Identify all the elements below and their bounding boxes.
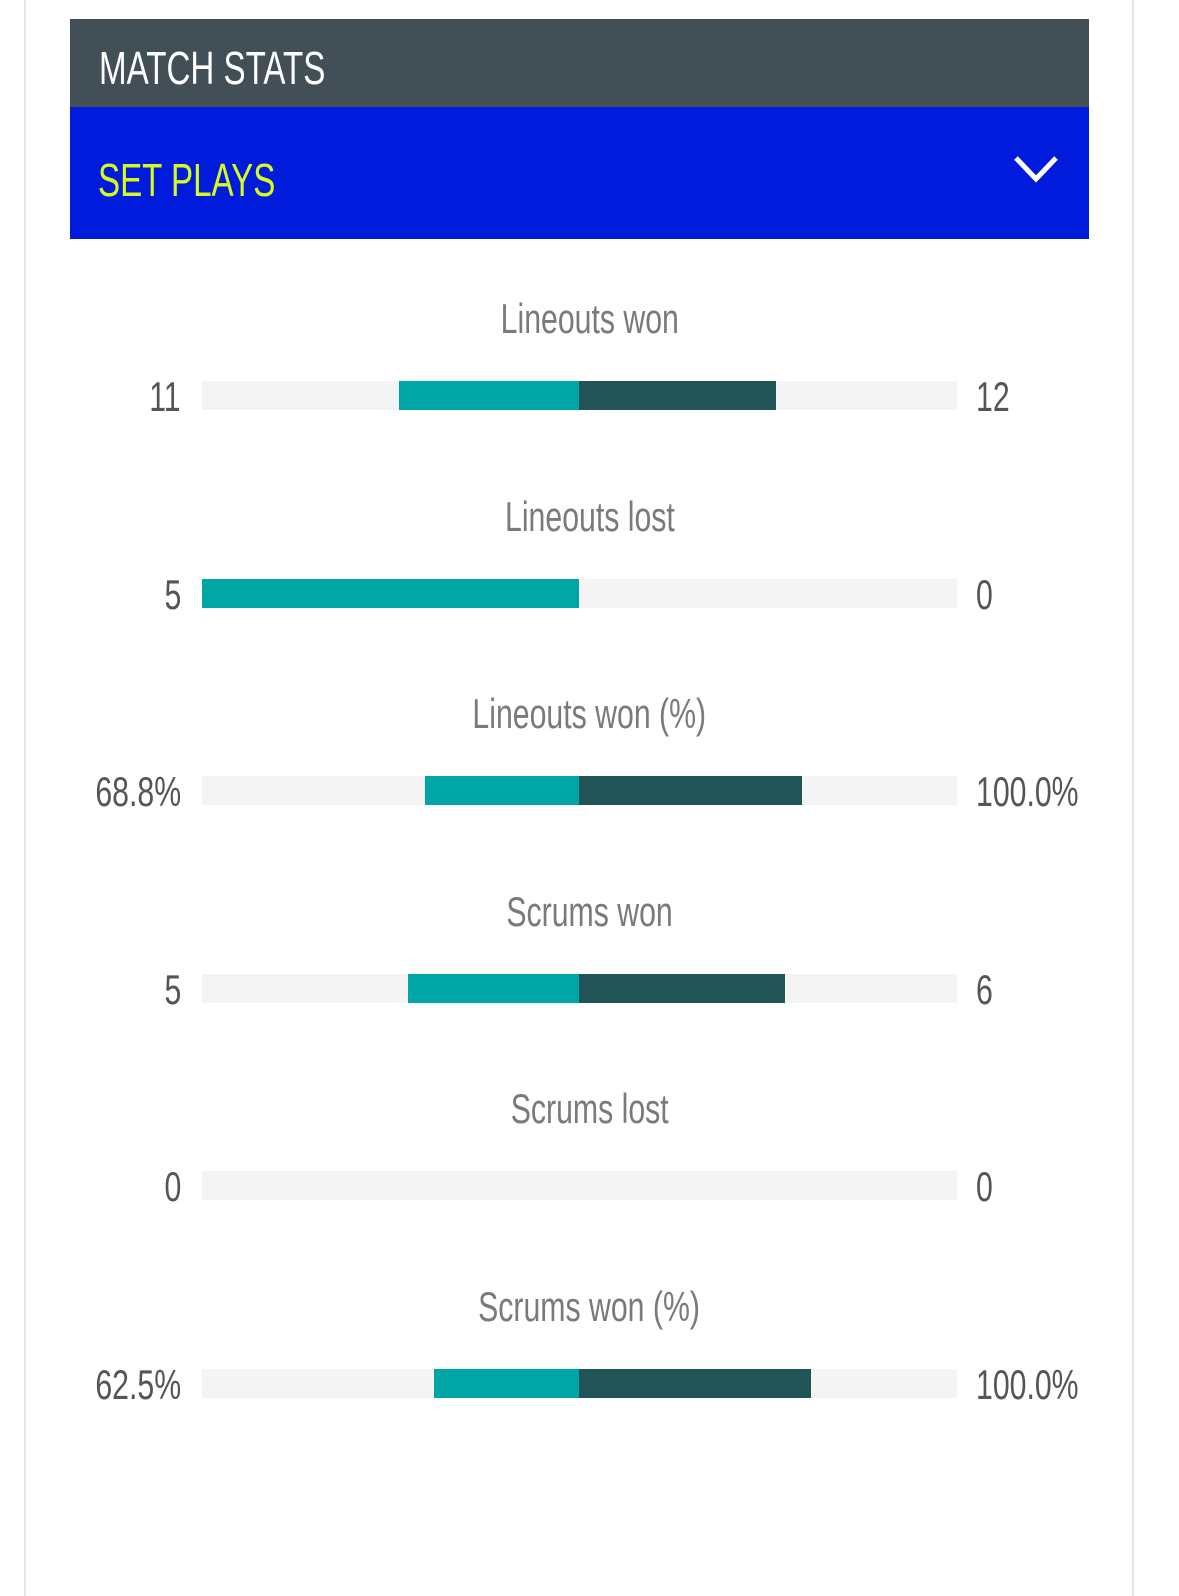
away-value-text: 12 — [976, 373, 1010, 420]
chevron-down-icon — [1014, 156, 1058, 183]
stat-label: Scrums won (%) — [0, 1283, 1179, 1331]
set-plays-toggle[interactable]: SET PLAYS — [70, 107, 1089, 239]
stat-label: Scrums lost — [0, 1085, 1179, 1133]
away-bar-fill — [579, 973, 785, 1003]
away-value: 100.0% — [976, 1361, 1118, 1409]
home-value: 5 — [158, 966, 181, 1014]
away-value-text: 6 — [976, 965, 993, 1013]
stat-bar — [202, 1368, 957, 1398]
home-bar-fill — [202, 578, 579, 608]
stat-label: Lineouts lost — [0, 493, 1179, 541]
home-bar-fill — [434, 1368, 579, 1398]
home-value-text: 0 — [164, 1163, 181, 1210]
away-bar-fill — [579, 1368, 811, 1398]
away-bar-fill — [579, 776, 803, 805]
stat-row: Lineouts lost 5 0 — [0, 493, 1179, 653]
away-value-text: 0 — [976, 570, 993, 618]
section-title: SET PLAYS — [98, 154, 276, 206]
stat-row: Scrums lost 0 0 — [0, 1085, 1179, 1245]
home-value-text: 11 — [149, 373, 181, 420]
stat-label: Lineouts won (%) — [0, 690, 1179, 738]
home-value-text: 5 — [164, 965, 181, 1013]
home-value-text: 68.8% — [95, 768, 181, 815]
stat-label-text: Lineouts won — [500, 295, 679, 342]
stat-label-text: Scrums lost — [510, 1085, 669, 1132]
stat-bar — [202, 973, 957, 1003]
stat-bar — [202, 1171, 957, 1200]
home-value-text: 62.5% — [95, 1360, 181, 1408]
home-value: 68.8% — [62, 768, 181, 816]
away-value-text: 100.0% — [976, 768, 1079, 815]
home-bar-fill — [425, 776, 579, 805]
header-title: MATCH STATS — [99, 42, 326, 94]
home-value-text: 5 — [164, 570, 181, 618]
home-bar-fill — [407, 973, 579, 1003]
stat-label-text: Scrums won — [506, 887, 673, 935]
stat-row: Lineouts won 11 12 — [0, 295, 1179, 455]
stat-bar — [202, 578, 957, 608]
stat-label-text: Lineouts lost — [504, 492, 675, 540]
stat-row: Scrums won 5 6 — [0, 888, 1179, 1048]
away-value: 0 — [976, 1163, 999, 1211]
away-value: 100.0% — [976, 768, 1118, 816]
home-value: 62.5% — [62, 1361, 181, 1409]
home-bar-fill — [398, 381, 579, 410]
stat-label: Scrums won — [0, 888, 1179, 936]
home-value: 11 — [137, 373, 181, 421]
away-bar-fill — [579, 381, 776, 410]
stat-bar — [202, 381, 957, 410]
away-value: 0 — [976, 571, 999, 619]
stat-row: Lineouts won (%) 68.8% 100.0% — [0, 690, 1179, 850]
away-value-text: 0 — [976, 1163, 993, 1210]
stats-panel — [24, 0, 1134, 1596]
away-value: 12 — [976, 373, 1023, 421]
stat-row: Scrums won (%) 62.5% 100.0% — [0, 1283, 1179, 1443]
home-value: 5 — [158, 571, 181, 619]
stat-label-text: Lineouts won (%) — [472, 690, 707, 737]
stat-bar — [202, 776, 957, 805]
match-stats-header: MATCH STATS — [70, 19, 1089, 107]
stat-label: Lineouts won — [0, 295, 1179, 343]
stat-label-text: Scrums won (%) — [478, 1282, 701, 1330]
away-value: 6 — [976, 966, 999, 1014]
away-value-text: 100.0% — [976, 1360, 1079, 1408]
home-value: 0 — [158, 1163, 181, 1211]
